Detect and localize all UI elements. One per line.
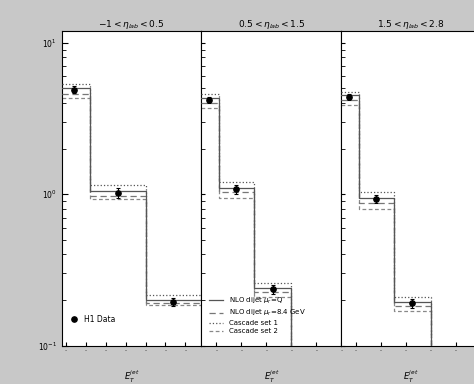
Legend: NLO dijet $\mu_r$=Q, NLO dijet $\mu_r$=8.4 GeV, Cascade set 1, Cascade set 2: NLO dijet $\mu_r$=Q, NLO dijet $\mu_r$=8…: [208, 295, 307, 336]
Text: $E_T^{jet}$: $E_T^{jet}$: [403, 368, 419, 384]
Text: $E_T^{jet}$: $E_T^{jet}$: [124, 368, 139, 384]
Legend: H1 Data: H1 Data: [68, 313, 118, 326]
Title: $1.5 < \eta_{lab} < 2.8$: $1.5 < \eta_{lab} < 2.8$: [377, 18, 445, 31]
Title: $0.5 < \eta_{lab} < 1.5$: $0.5 < \eta_{lab} < 1.5$: [237, 18, 305, 31]
Title: $-1 < \eta_{lab} < 0.5$: $-1 < \eta_{lab} < 0.5$: [98, 18, 165, 31]
Text: $E_T^{jet}$: $E_T^{jet}$: [264, 368, 279, 384]
